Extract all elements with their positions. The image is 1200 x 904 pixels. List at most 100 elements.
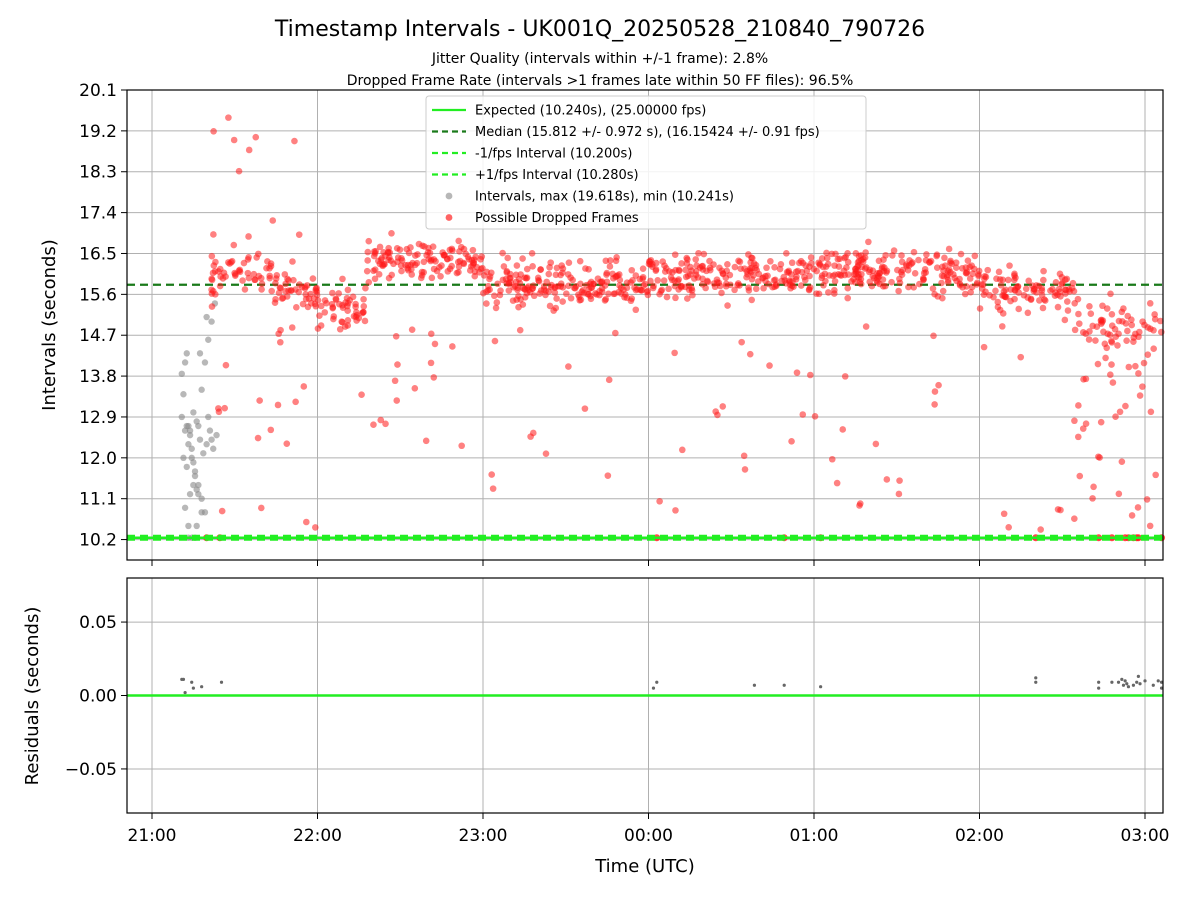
dropped-frame-point [699,262,706,270]
dropped-frame-point [1104,330,1112,338]
dropped-frame-point [1103,305,1111,312]
dropped-frame-point [258,286,265,293]
dropped-frame-point [1052,279,1060,286]
dropped-frame-point [299,300,307,308]
dropped-frame-point [1139,383,1146,390]
dropped-frame-point [307,290,314,298]
residual-point [190,680,194,684]
top-plot-frame [126,89,1164,561]
dropped-frame-point [995,268,1003,276]
dropped-frame-point [930,332,937,340]
dropped-frame-point [759,274,767,281]
dropped-frame-point [896,477,903,484]
dropped-frame-point [285,287,292,294]
dropped-frame-point [581,405,589,412]
dropped-frame-point [1150,326,1157,334]
dropped-frame-point [346,297,354,304]
dropped-frame-point [832,250,839,258]
dropped-frame-point [391,377,399,385]
dropped-frame-point [1143,496,1151,503]
dropped-frame-point [1109,379,1117,386]
dropped-frame-point [792,268,800,276]
residual-point [1159,680,1164,684]
dropped-frame-point [603,271,610,278]
dropped-frame-point [656,497,663,505]
interval-point [185,441,192,448]
dropped-frame-point [706,264,714,271]
dropped-frame-point [296,281,303,288]
dropped-frame-point [552,271,560,279]
interval-point [198,386,205,393]
dropped-frame-point [330,315,337,323]
dropped-frame-point [1157,328,1165,336]
dropped-frame-point [769,283,776,291]
dropped-frame-point [393,397,401,404]
dropped-frame-point [314,297,322,304]
dropped-frame-point [257,274,265,282]
dropped-frame-point [675,276,682,283]
dropped-frame-point [365,237,373,245]
dropped-frame-point [585,266,592,273]
dropped-frame-point [267,426,275,434]
dropped-frame-point [1085,336,1093,343]
dropped-frame-point [1017,353,1025,361]
interval-point [185,522,192,530]
dropped-frame-point [1076,472,1084,480]
dropped-frame-point [699,275,706,283]
dropped-frame-point [868,282,876,290]
dropped-frame-point [430,265,438,273]
dropped-frame-point [344,286,352,294]
chart-subtitle-dropped: Dropped Frame Rate (intervals >1 frames … [347,73,854,89]
dropped-frame-point [536,290,544,297]
dropped-frame-point [631,284,638,291]
dropped-frame-point [1004,276,1012,284]
dropped-frame-point [839,426,847,433]
dropped-frame-point [933,264,941,271]
dropped-frame-point [1128,512,1136,519]
dropped-frame-point [1030,287,1038,295]
legend: Expected (10.240s), (25.00000 fps) Median… [425,95,867,230]
dropped-frame-point [1118,308,1126,316]
dropped-frame-point [975,267,983,275]
top-ylabel: Intervals (seconds) [39,239,60,411]
residual-point [1156,679,1160,683]
dropped-frame-point [1059,279,1066,287]
interval-point [191,472,199,480]
dropped-frame-point [786,281,794,289]
dropped-frame-point [931,388,939,395]
dropped-frame-point [465,256,473,263]
dropped-frame-point [741,466,749,473]
dropped-frame-point [504,254,511,262]
dropped-frame-point [488,471,496,478]
top-y-tick-label: 19.2 [79,122,117,142]
dropped-frame-point [258,504,265,512]
interval-point [193,522,200,530]
dropped-frame-point [469,246,477,254]
dropped-frame-point [659,258,667,265]
dropped-frame-point [702,284,709,292]
dropped-frame-point [682,273,690,281]
dropped-frame-point [746,264,754,272]
top-y-tick-label: 13.8 [79,367,117,387]
dropped-frame-point [1102,354,1109,362]
top-y-tick-label: 12.0 [79,449,117,469]
interval-point [178,413,185,421]
top-points [127,114,1166,542]
dropped-frame-point [437,273,444,280]
interval-point [208,436,215,443]
dropped-frame-point [1075,320,1083,327]
dropped-frame-point [1064,307,1072,314]
dropped-frame-point [845,271,852,278]
dropped-frame-point [216,282,224,290]
dropped-frame-point [1015,305,1023,313]
dropped-frame-point [527,433,534,440]
dropped-frame-point [1134,504,1142,511]
dropped-frame-point [312,524,319,531]
top-y-tick-label: 10.2 [79,531,117,551]
dropped-frame-point [503,269,511,276]
dropped-frame-point [911,269,919,277]
x-tick-label: 00:00 [624,826,673,846]
dropped-frame-point [947,268,954,276]
bottom-x-ticks: 21:00 22:00 23:00 00:00 01:00 02:00 03:00 [128,813,1170,846]
interval-point [203,313,210,321]
